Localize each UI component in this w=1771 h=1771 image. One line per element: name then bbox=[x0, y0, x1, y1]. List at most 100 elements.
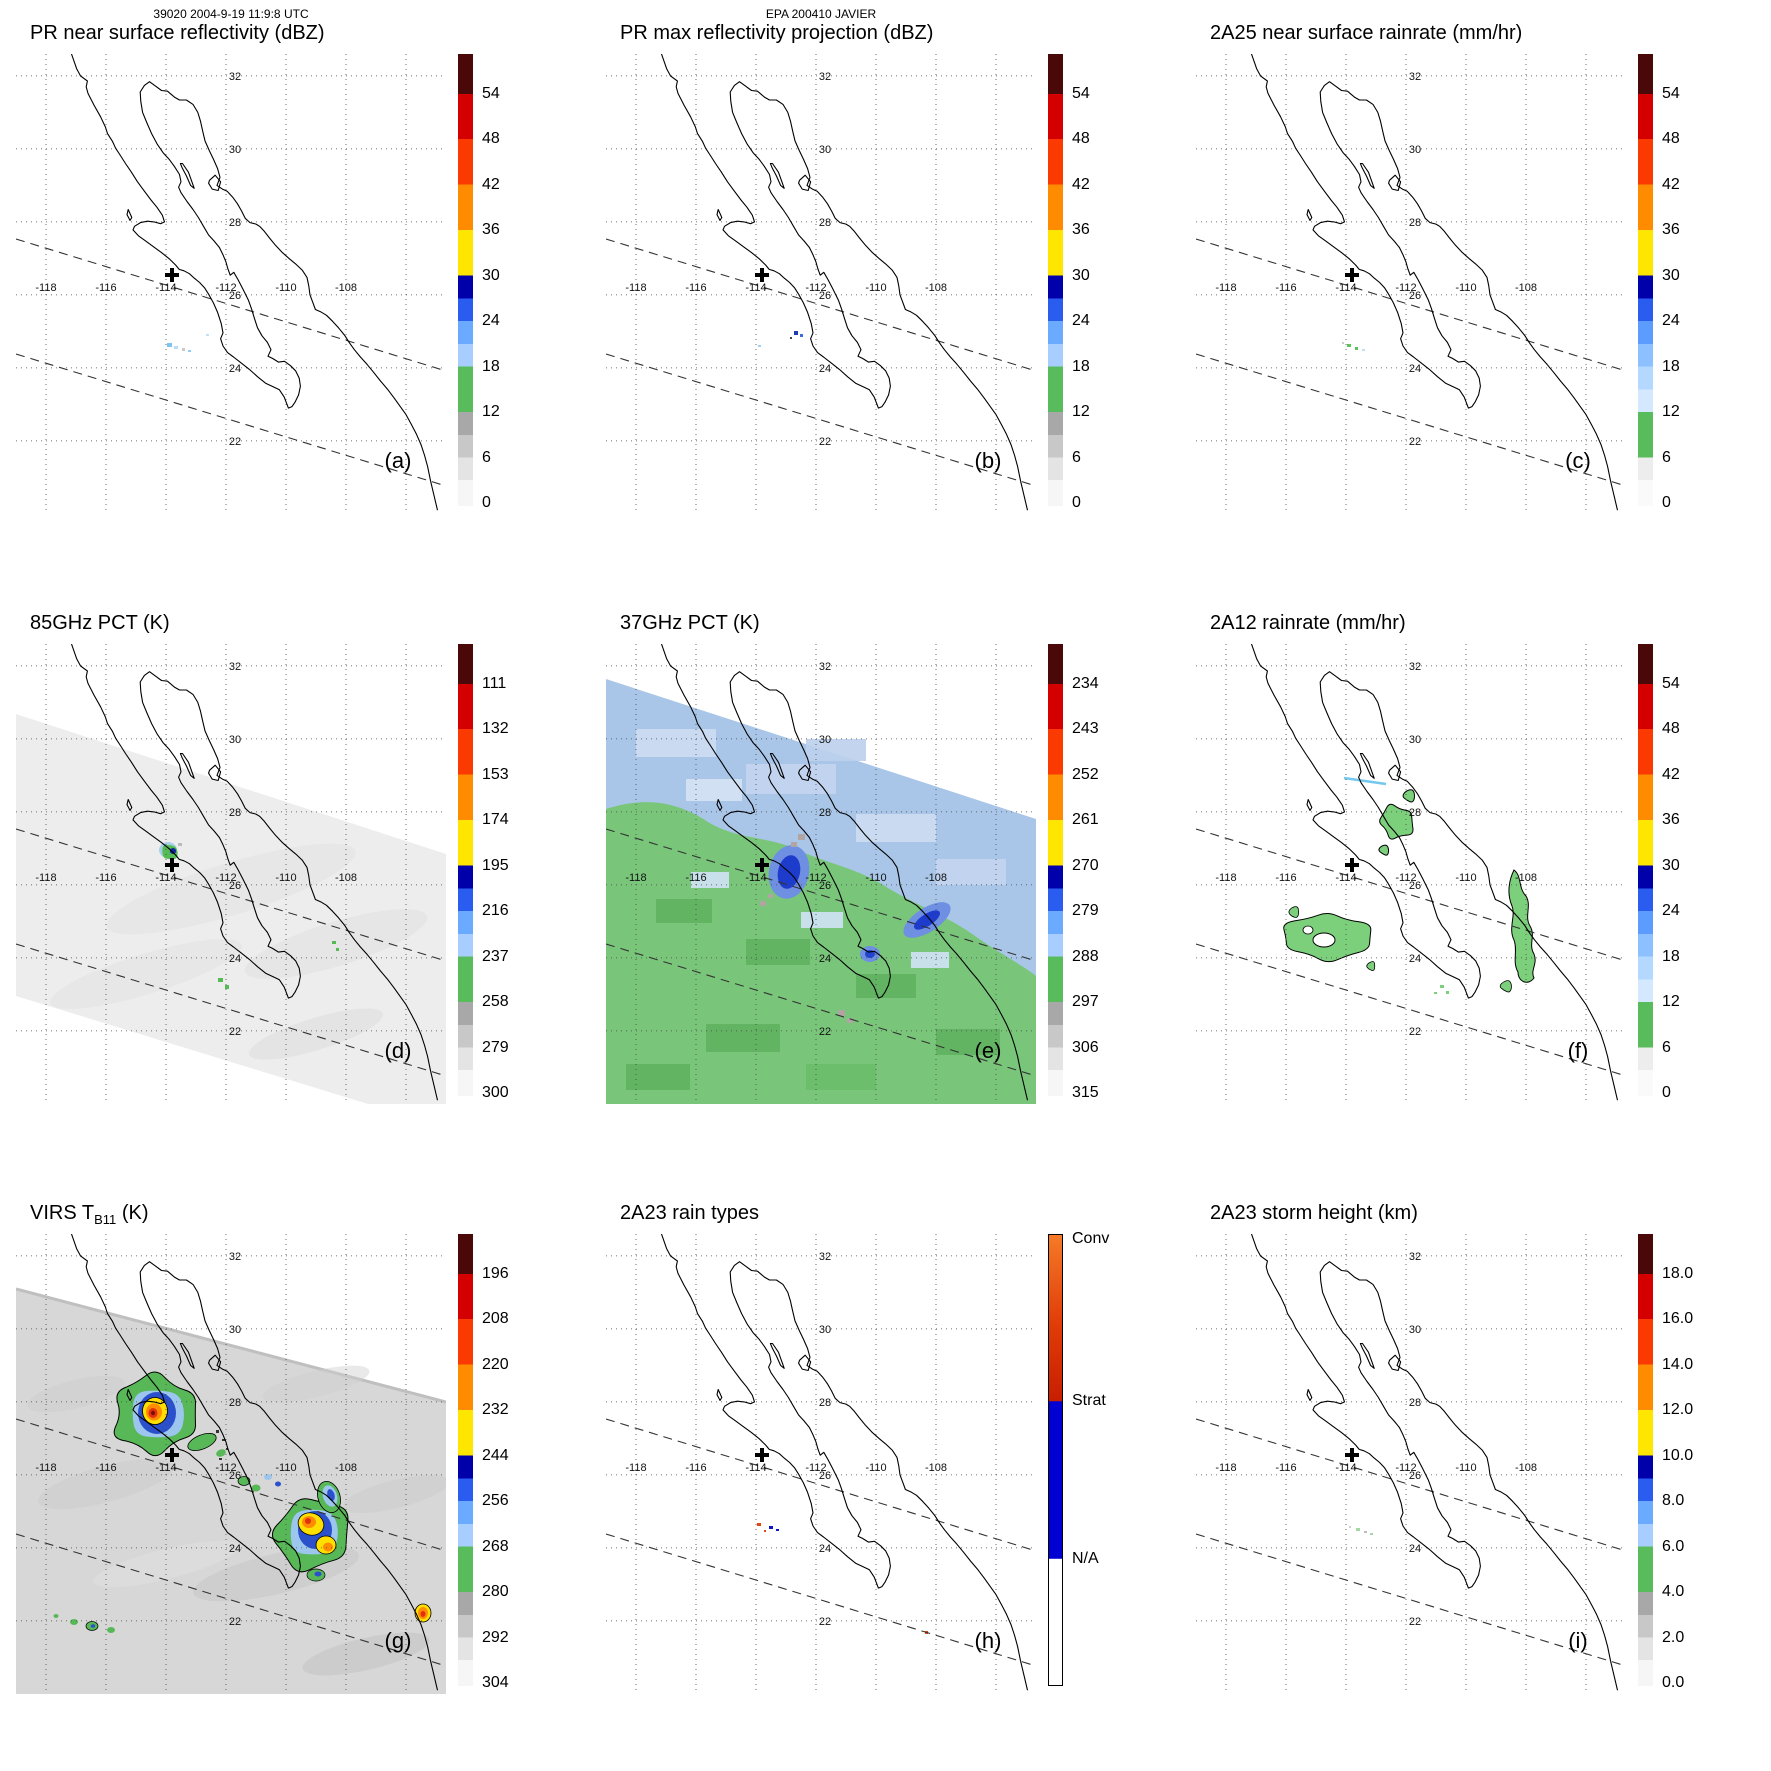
panel-i: 2A23 storm height (km) -118 -116 -114 -112-… bbox=[1180, 1180, 1770, 1770]
colorbar-raintype-gradient bbox=[1048, 1234, 1063, 1686]
svg-text:30: 30 bbox=[1409, 144, 1421, 156]
orbit-header: 39020 2004-9-19 11:9:8 UTC bbox=[153, 7, 309, 21]
colorbar-tick-label: 300 bbox=[482, 1084, 509, 1102]
colorbar-tick-label: 42 bbox=[482, 175, 500, 193]
svg-text:28: 28 bbox=[819, 807, 831, 819]
svg-text:26: 26 bbox=[229, 880, 241, 892]
svg-text:-112: -112 bbox=[215, 872, 236, 884]
colorbar-tick-label: 256 bbox=[482, 1492, 509, 1510]
coastline bbox=[660, 1234, 1029, 1691]
colorbar-ticks: 18.0 16.0 14.0 12.0 10.0 8.0 6.0 4.0 2.0 0.0 bbox=[1662, 1234, 1750, 1691]
svg-text:32: 32 bbox=[1409, 71, 1421, 83]
colorbar-ticks: 196 208 220 232 244 256 268 280 292 304 bbox=[482, 1234, 570, 1691]
colorbar-tick-label: 8.0 bbox=[1662, 1492, 1685, 1510]
map-panel-e: -118 -116 -114 -112 -110 -108 32 30 28 26 24 22 (e) bbox=[606, 644, 1036, 1104]
svg-text:22: 22 bbox=[819, 436, 831, 448]
panel-title: 2A25 near surface rainrate (mm/hr) bbox=[1210, 22, 1523, 44]
colorbar-tick-label: 54 bbox=[482, 84, 500, 102]
svg-text:24: 24 bbox=[229, 953, 241, 965]
colorbar-tick-label: 244 bbox=[482, 1446, 509, 1464]
colorbar-tick-label: 0 bbox=[1072, 494, 1081, 512]
colorbar-gradient bbox=[458, 644, 473, 1096]
svg-text:26: 26 bbox=[819, 880, 831, 892]
svg-text:-110: -110 bbox=[275, 282, 296, 294]
graticule-labels: -118 -116 -114 -112 -110 -108 32 30 28 26 24 22 bbox=[625, 71, 947, 448]
colorbar-tick-label: N/A bbox=[1072, 1550, 1099, 1568]
basemap: -118 -116 -114 -112 -110 -108 32 30 28 26 24 22 bbox=[1196, 1234, 1626, 1694]
svg-text:-116: -116 bbox=[685, 872, 706, 884]
colorbar-tick-label: 0.0 bbox=[1662, 1674, 1685, 1692]
colorbar-tick-label: 195 bbox=[482, 856, 509, 874]
svg-text:30: 30 bbox=[229, 144, 241, 156]
svg-text:-116: -116 bbox=[685, 282, 706, 294]
colorbar-gradient bbox=[1048, 54, 1063, 506]
colorbar-dbz: 54 48 42 36 30 24 18 12 6 0 bbox=[458, 54, 573, 511]
colorbar-tick-label: 292 bbox=[482, 1628, 509, 1646]
colorbar-tick-label: 0 bbox=[1662, 1084, 1671, 1102]
svg-text:30: 30 bbox=[1409, 734, 1421, 746]
svg-text:30: 30 bbox=[819, 144, 831, 156]
svg-text:24: 24 bbox=[819, 953, 831, 965]
svg-text:26: 26 bbox=[229, 290, 241, 302]
svg-text:-116: -116 bbox=[1275, 282, 1296, 294]
svg-text:-112: -112 bbox=[805, 872, 826, 884]
svg-text:28: 28 bbox=[1409, 217, 1421, 229]
svg-text:-114: -114 bbox=[155, 1462, 176, 1474]
basemap: -118 -116 -114 -112 -110 -108 32 30 28 26 24 22 bbox=[1196, 54, 1626, 514]
svg-text:32: 32 bbox=[229, 1251, 241, 1263]
colorbar-tick-label: 18 bbox=[1072, 357, 1090, 375]
colorbar-tick-label: 258 bbox=[482, 993, 509, 1011]
coastline bbox=[1250, 644, 1619, 1101]
svg-text:-110: -110 bbox=[1455, 872, 1476, 884]
graticule-labels: -118 -116 -114 -112 -110 -108 32 30 28 26 24 22 bbox=[1215, 1251, 1537, 1628]
panel-f: 2A12 rainrate (mm/hr) -118 -116 -114 -112 -1… bbox=[1180, 590, 1770, 1180]
svg-text:22: 22 bbox=[819, 1616, 831, 1628]
panel-h: 2A23 rain types -118 -116 -114 -112 -110 -108… bbox=[590, 1180, 1180, 1770]
coastline bbox=[660, 644, 1029, 1101]
colorbar-tick-label: 30 bbox=[482, 266, 500, 284]
svg-text:30: 30 bbox=[229, 1324, 241, 1336]
colorbar-ticks: 111 132 153 174 195 216 237 258 279 300 bbox=[482, 644, 570, 1101]
svg-text:24: 24 bbox=[1409, 363, 1421, 375]
svg-text:-108: -108 bbox=[925, 282, 947, 294]
colorbar-tick-label: 54 bbox=[1662, 84, 1680, 102]
svg-text:-108: -108 bbox=[1515, 282, 1537, 294]
panel-title: 2A23 rain types bbox=[620, 1202, 759, 1224]
map-panel-i: -118 -116 -114 -112 -110 -108 32 30 28 26 24 22 (i) bbox=[1196, 1234, 1626, 1694]
graticule bbox=[606, 54, 1036, 514]
colorbar-dbz: 54 48 42 36 30 24 18 12 6 0 bbox=[1048, 54, 1163, 511]
svg-text:24: 24 bbox=[229, 363, 241, 375]
svg-text:-108: -108 bbox=[335, 872, 357, 884]
colorbar-tick-label: 237 bbox=[482, 947, 509, 965]
colorbar-pct: 111 132 153 174 195 216 237 258 279 300 bbox=[458, 644, 573, 1101]
colorbar-ticks: 54 48 42 36 30 24 18 12 6 0 bbox=[482, 54, 570, 511]
svg-text:-112: -112 bbox=[1395, 1462, 1416, 1474]
colorbar-tick-label: 2.0 bbox=[1662, 1628, 1685, 1646]
colorbar-gradient bbox=[1638, 644, 1653, 1096]
svg-text:26: 26 bbox=[819, 290, 831, 302]
svg-text:28: 28 bbox=[229, 807, 241, 819]
colorbar-tick-label: 48 bbox=[1662, 720, 1680, 738]
storm-center-marker bbox=[165, 1448, 179, 1462]
svg-text:-108: -108 bbox=[335, 1462, 357, 1474]
panel-b: PR max reflectivity projection (dBZ) -11… bbox=[590, 0, 1180, 590]
colorbar-gradient bbox=[1048, 644, 1063, 1096]
colorbar-tick-label: 196 bbox=[482, 1264, 509, 1282]
data-overlay bbox=[1342, 342, 1365, 351]
colorbar-tick-label: 14.0 bbox=[1662, 1355, 1694, 1373]
colorbar-gradient bbox=[458, 54, 473, 506]
svg-text:-114: -114 bbox=[745, 872, 766, 884]
panel-d: 85GHz PCT (K) -118 -116 -114 -112 -110 -108 32… bbox=[0, 590, 590, 1180]
colorbar-tick-label: 42 bbox=[1072, 175, 1090, 193]
map-panel-g: -118 -116 -114 -112 -110 -108 32 30 28 26 24 22 (g) bbox=[16, 1234, 446, 1694]
svg-text:-114: -114 bbox=[745, 282, 766, 294]
coastline bbox=[1250, 1234, 1619, 1691]
coastline bbox=[1250, 54, 1619, 511]
data-overlay bbox=[16, 1287, 446, 1694]
storm-center-marker bbox=[1345, 858, 1359, 872]
colorbar-tick-label: 16.0 bbox=[1662, 1310, 1694, 1328]
colorbar-tick-label: 30 bbox=[1662, 856, 1680, 874]
storm-center-marker bbox=[755, 268, 769, 282]
data-overlay bbox=[1283, 776, 1536, 994]
svg-text:26: 26 bbox=[819, 1470, 831, 1482]
